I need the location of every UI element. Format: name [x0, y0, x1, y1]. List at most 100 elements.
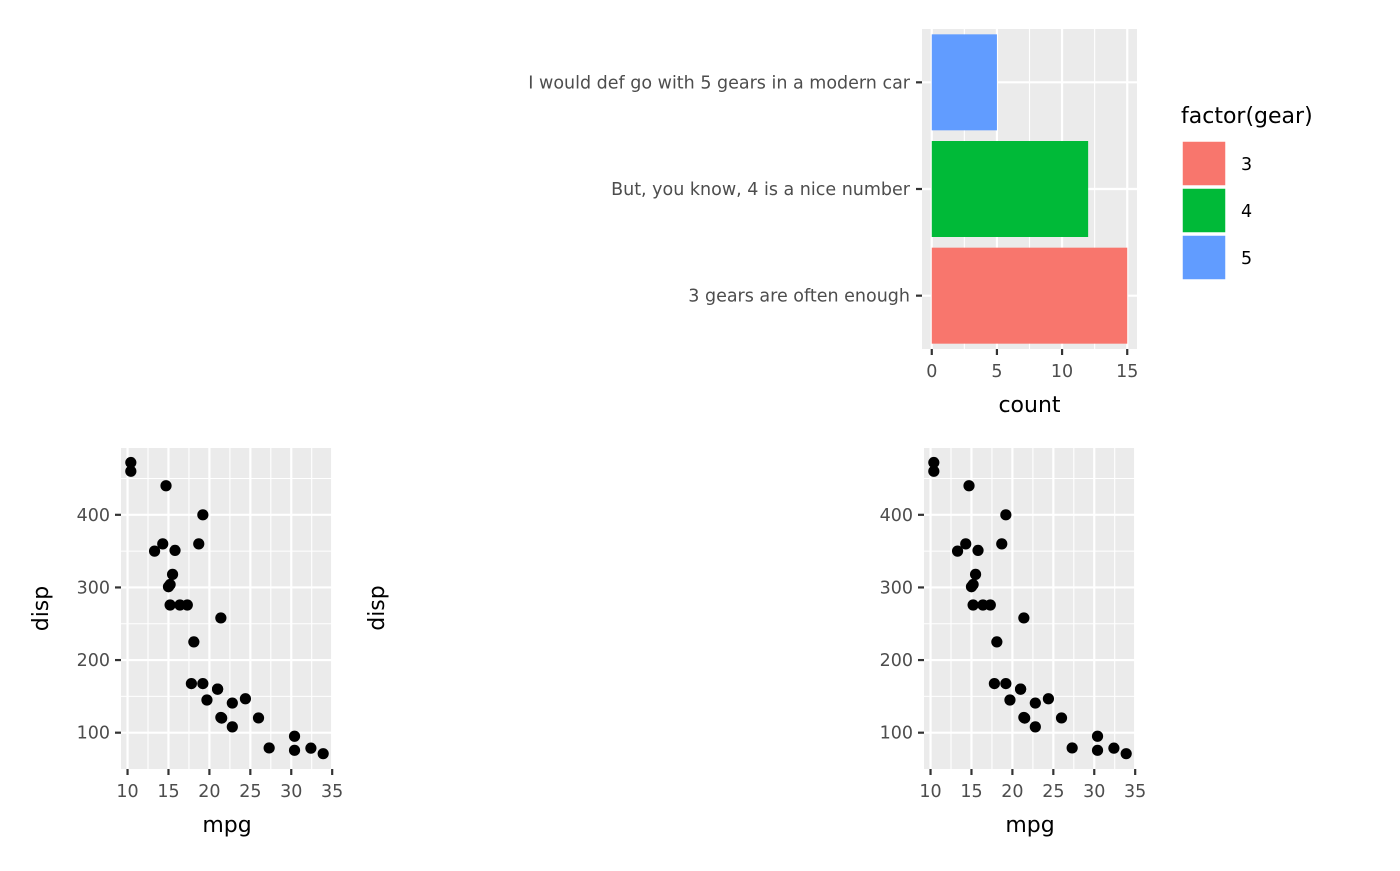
scatter-point — [1029, 721, 1041, 733]
scatter-x-tick-label: 15 — [960, 782, 982, 802]
scatter-point — [160, 480, 172, 492]
scatter-point — [169, 544, 181, 557]
scatter-point — [193, 538, 205, 550]
scatter-x-tick-label: 20 — [1001, 782, 1023, 802]
bar-chart-legend: factor(gear) 3 4 5 — [1181, 104, 1313, 281]
bar-category-label: But, you know, 4 is a nice number — [611, 180, 911, 200]
scatter-point — [162, 581, 175, 593]
scatter-point — [1018, 711, 1030, 724]
bar-5-gears — [931, 34, 997, 131]
scatter-x-axis-title: mpg — [202, 813, 251, 838]
scatter-point — [164, 599, 176, 611]
scatter-point — [197, 509, 209, 521]
scatter-x-tick-label: 10 — [919, 782, 941, 802]
scatter-y-axis-title: disp — [29, 586, 54, 632]
legend-key-5 — [1181, 234, 1227, 281]
bar-x-axis-title: count — [998, 393, 1060, 418]
legend-title: factor(gear) — [1181, 104, 1313, 129]
scatter-point — [928, 465, 940, 477]
scatter-point — [960, 538, 972, 550]
scatter-point — [951, 545, 964, 557]
scatter-x-tick-label: 35 — [1124, 782, 1146, 802]
empty-panel: disp — [365, 585, 390, 631]
bar-x-tick-label: 5 — [991, 362, 1002, 382]
scatter-point — [226, 721, 238, 733]
scatter-point — [305, 742, 317, 754]
scatter-x-tick-label: 10 — [116, 782, 138, 802]
scatter-y-tick-label: 300 — [77, 578, 110, 598]
scatter-panel-background — [121, 448, 333, 769]
scatter-point — [988, 677, 1000, 690]
bar-3-gears — [931, 247, 1128, 344]
scatter-y-tick-label: 100 — [77, 724, 110, 744]
scatter-point — [991, 636, 1003, 648]
scatter-point — [1004, 694, 1016, 706]
scatter-point — [1000, 677, 1012, 690]
scatter-point — [967, 599, 979, 611]
scatter-point — [263, 742, 275, 754]
scatter-point — [984, 599, 996, 611]
scatter-point — [215, 711, 227, 724]
scatter-point — [288, 744, 301, 756]
scatter-point — [197, 677, 209, 690]
scatter-x-tick-label: 35 — [321, 782, 343, 802]
scatter-point — [181, 599, 193, 611]
scatter-point — [972, 544, 984, 557]
scatter-x-axis-title: mpg — [1005, 813, 1054, 838]
scatter-point — [969, 568, 982, 580]
scatter-point — [239, 693, 252, 705]
scatter-point — [1055, 712, 1068, 724]
scatter-point — [226, 697, 238, 709]
legend-label: 4 — [1241, 202, 1252, 222]
scatter-point — [1091, 744, 1104, 756]
scatter-point — [201, 694, 213, 706]
scatter-point — [1120, 748, 1132, 760]
scatter-point — [148, 545, 161, 557]
scatter-point — [215, 612, 227, 624]
legend-key-3 — [1181, 140, 1227, 187]
scatter-x-tick-label: 30 — [1083, 782, 1105, 802]
scatter-point — [996, 538, 1008, 550]
bar-category-label: 3 gears are often enough — [688, 287, 910, 307]
scatter-point — [1014, 683, 1027, 695]
scatter-y-tick-label: 200 — [77, 651, 110, 671]
scatter-y-tick-label: 200 — [880, 651, 913, 671]
scatter-point — [252, 712, 265, 724]
scatter-point — [125, 456, 137, 469]
scatter-point — [1000, 509, 1012, 521]
legend-label: 5 — [1241, 249, 1252, 269]
scatter-point — [1108, 742, 1120, 754]
scatter-y-tick-label: 400 — [77, 506, 110, 526]
bar-x-tick-label: 10 — [1051, 362, 1073, 382]
scatter-y-tick-label: 400 — [880, 506, 913, 526]
scatter-plot-right: 10 15 20 25 30 35 100 200 300 400 mpg — [880, 448, 1146, 838]
scatter-point — [965, 581, 978, 593]
bar-4-gears — [931, 141, 1089, 237]
scatter-point — [1066, 742, 1078, 754]
bar-x-tick-label: 0 — [926, 362, 937, 382]
scatter-x-tick-label: 20 — [198, 782, 220, 802]
scatter-x-tick-label: 15 — [157, 782, 179, 802]
scatter-point — [188, 636, 200, 648]
scatter-point — [166, 568, 179, 580]
scatter-y-tick-label: 100 — [880, 724, 913, 744]
empty-panel-y-axis-title: disp — [365, 585, 390, 631]
scatter-point — [963, 480, 975, 492]
scatter-point — [1042, 693, 1055, 705]
legend-key-4 — [1181, 187, 1227, 234]
scatter-x-tick-label: 25 — [1042, 782, 1064, 802]
scatter-point — [288, 730, 301, 742]
scatter-point — [185, 677, 197, 690]
scatter-point — [317, 748, 329, 760]
bar-category-label: I would def go with 5 gears in a modern … — [528, 73, 911, 93]
scatter-point — [125, 465, 137, 477]
scatter-point — [1091, 730, 1104, 742]
scatter-point — [157, 538, 169, 550]
scatter-x-tick-label: 25 — [239, 782, 261, 802]
scatter-point — [211, 683, 224, 695]
bar-x-tick-label: 15 — [1116, 362, 1138, 382]
scatter-point — [928, 456, 940, 469]
legend-label: 3 — [1241, 155, 1252, 175]
